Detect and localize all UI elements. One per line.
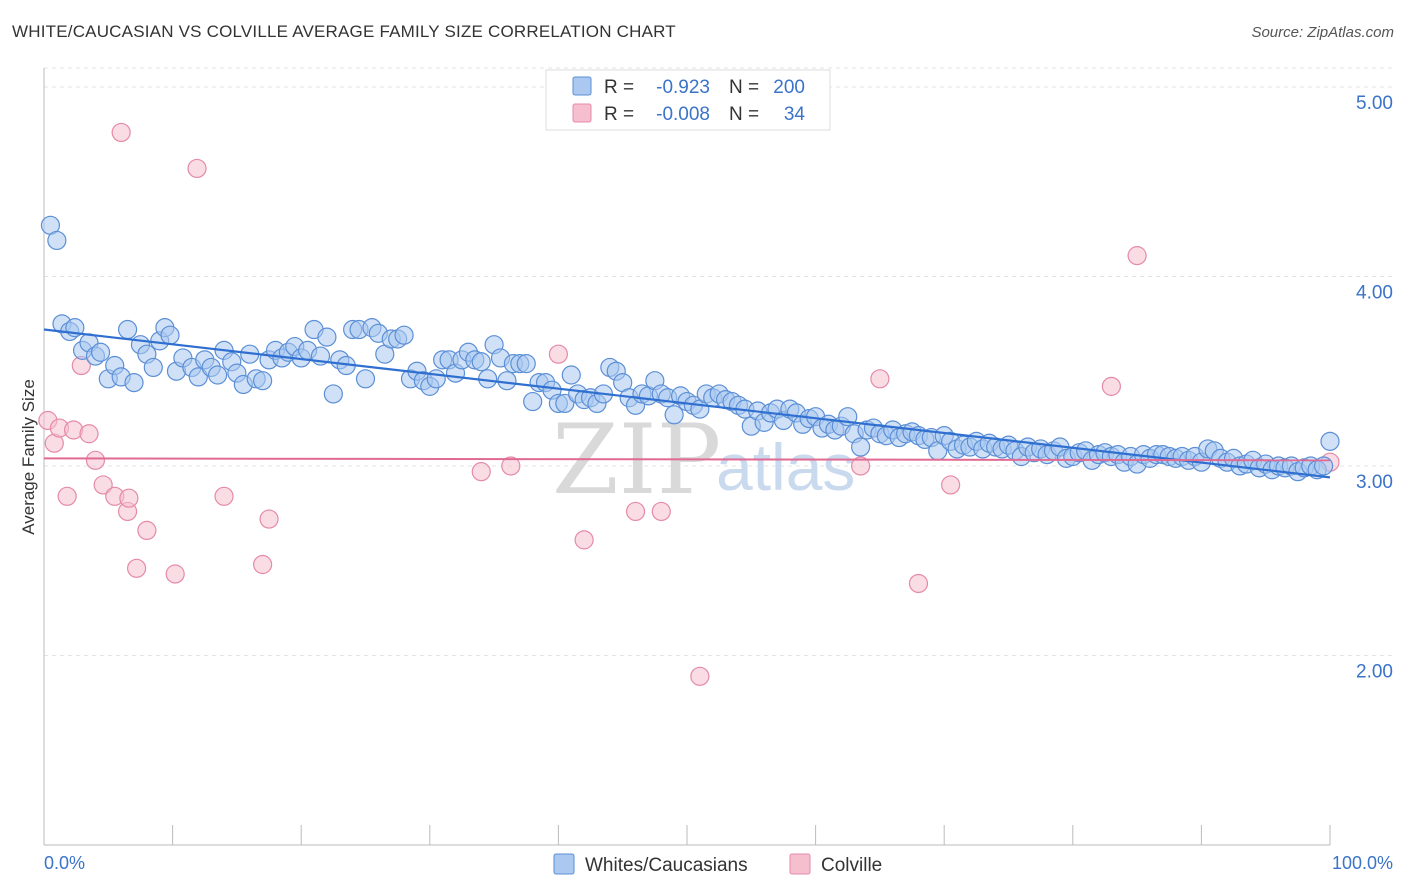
whites-point [90,342,111,362]
colville-point [93,475,113,495]
whites-point [47,230,67,251]
bottom-legend-swatch-whites [553,853,575,875]
y-tick-label: 2.00 [1356,661,1393,682]
watermark-atlas: atlas [716,430,855,504]
legend-r-label-colville: R = [604,104,634,125]
colville-point [908,573,929,594]
colville-point [471,462,491,482]
whites-point [208,365,228,385]
whites-point [426,369,446,389]
legend-r-value-colville: -0.008 [656,104,710,125]
colville-point [111,122,131,143]
colville-point [941,475,961,495]
colville-point [259,509,279,529]
colville-point [625,501,646,522]
legend-r-label-whites: R = [604,77,634,98]
whites-point [188,367,208,387]
y-tick-label: 5.00 [1356,93,1393,114]
whites-point [555,393,575,414]
whites-point [516,354,536,374]
whites-point [471,352,491,372]
colville-point [214,486,234,506]
legend-n-label-whites: N = [729,77,759,98]
legend-r-value-whites: -0.923 [656,77,710,98]
legend-swatch-colville [572,103,592,123]
colville-point [126,558,147,578]
colville-point [137,520,157,541]
whites-point [160,325,180,345]
legend-n-label-colville: N = [729,104,759,125]
x-tick-label-right: 100.0% [1332,853,1393,873]
legend-n-value-whites: 200 [773,77,805,98]
x-tick-label-left: 0.0% [44,853,85,873]
colville-point [851,456,871,476]
y-tick-label: 4.00 [1356,282,1393,303]
legend-box [545,69,831,131]
y-tick-label: 3.00 [1356,472,1393,493]
chart-source: Source: ZipAtlas.com [1251,24,1394,41]
legend-n-value-colville: 34 [784,104,806,125]
whites-point [497,371,517,391]
colville-point [501,456,521,476]
bottom-legend-swatch-colville [789,853,811,875]
colville-point [690,666,710,686]
colville-point [57,486,77,506]
colville-point [870,369,890,389]
whites-trendline [43,328,1331,479]
colville-point [119,488,139,508]
x-ticks [43,825,1331,845]
whites-point [124,372,144,393]
whites-point [523,391,543,412]
bottom-legend-label-colville: Colville [821,855,882,876]
chart-title: WHITE/CAUCASIAN VS COLVILLE AVERAGE FAMI… [12,22,676,41]
legend: R = -0.923 N = 200 R = -0.008 N = 34 [545,69,831,131]
whites-point [1313,456,1334,476]
bottom-legend-label-whites: Whites/Caucasians [585,855,748,876]
whites-point [253,371,273,391]
y-tick-labels: 2.00 3.00 4.00 5.00 [1356,93,1393,683]
colville-point [253,554,273,575]
colville-point [651,501,671,522]
colville-point [187,158,207,179]
colville-points [38,122,1340,686]
colville-point [574,530,594,550]
whites-point [1320,431,1340,451]
colville-point [85,450,106,470]
colville-point [1127,246,1147,266]
whites-point [323,384,343,404]
trendlines [43,328,1331,479]
gridlines [44,67,1392,656]
whites-point [664,405,684,425]
colville-point [165,564,185,584]
whites-point [317,327,337,347]
bottom-legend: Whites/Caucasians Colville [553,853,882,876]
legend-swatch-whites [572,76,592,96]
whites-point [851,437,871,457]
colville-point [548,344,569,364]
whites-point [143,357,163,378]
colville-point [79,424,99,444]
y-axis-title: Average Family Size [19,379,38,535]
whites-point [117,319,138,340]
whites-point [561,365,581,385]
colville-point [1101,376,1121,396]
colville-trendline [43,457,1331,462]
whites-point [355,369,376,389]
whites-points [40,215,1340,482]
whites-point [394,325,414,345]
